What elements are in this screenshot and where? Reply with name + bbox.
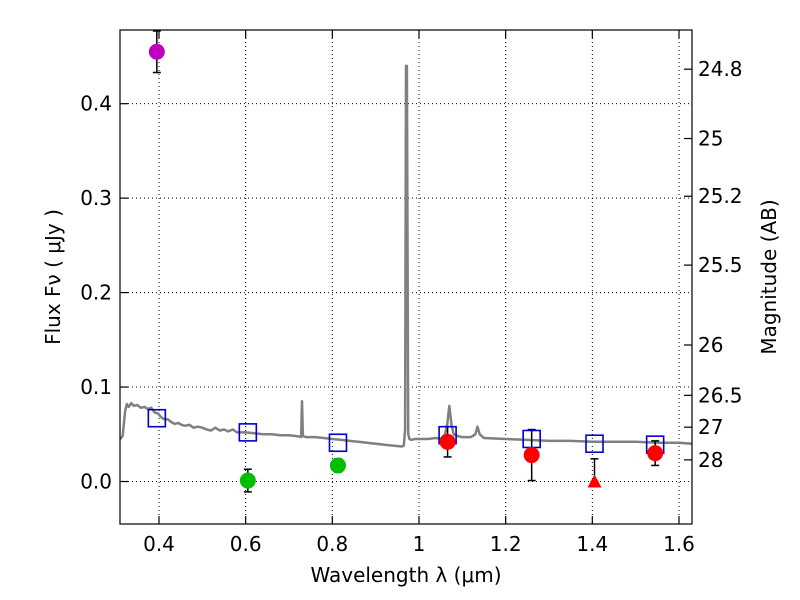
x-tick-label: 0.4 (143, 532, 175, 556)
observed-flux-marker (329, 457, 346, 474)
y2-tick-label: 24.8 (698, 57, 743, 81)
y2-tick-label: 26.5 (698, 383, 743, 407)
x-tick-label: 1 (413, 532, 426, 556)
y2-tick-label: 26 (698, 333, 723, 357)
y-tick-label: 0.0 (80, 469, 112, 493)
model-band-marker (147, 408, 167, 428)
spectrum-line (119, 64, 693, 448)
model-spectrum (119, 64, 693, 448)
observed-flux-marker (439, 433, 456, 450)
y-tick-label: 0.3 (80, 186, 112, 210)
y2-tick-label: 25.2 (698, 184, 743, 208)
y2-tick-label: 25.5 (698, 253, 743, 277)
y-axis-label: Flux Fν ( μJy ) (41, 209, 65, 345)
upper-limit-marker (587, 474, 602, 488)
x-axis-label: Wavelength λ (μm) (310, 563, 501, 587)
observed-flux-marker (523, 447, 540, 464)
x-tick-label: 0.8 (316, 532, 348, 556)
x-tick-label: 0.6 (230, 532, 262, 556)
observed-flux-marker (148, 43, 165, 60)
observed-flux-marker (647, 445, 664, 462)
y-tick-label: 0.1 (80, 375, 112, 399)
y2-tick-label: 25 (698, 127, 723, 151)
observed-flux-marker (239, 472, 256, 489)
y-tick-label: 0.2 (80, 281, 112, 305)
model-band-marker (328, 433, 348, 453)
y-tick-label: 0.4 (80, 92, 112, 116)
model-band-marker (238, 423, 258, 442)
x-tick-label: 1.6 (663, 532, 695, 556)
y2-tick-label: 27 (698, 415, 723, 439)
y2-axis-label: Magnitude (AB) (757, 199, 781, 354)
data-markers (147, 43, 665, 489)
model-band-marker (585, 434, 604, 454)
axis-ticks: 0.4 0.6 0.8 1 1.2 1.4 1.6 0.0 0.1 0.2 0.3 0.4 24.8 25… (80, 30, 743, 556)
y2-tick-label: 28 (698, 448, 723, 472)
x-tick-label: 1.2 (490, 532, 522, 556)
plot-frame (119, 29, 693, 525)
x-tick-label: 1.4 (576, 532, 608, 556)
